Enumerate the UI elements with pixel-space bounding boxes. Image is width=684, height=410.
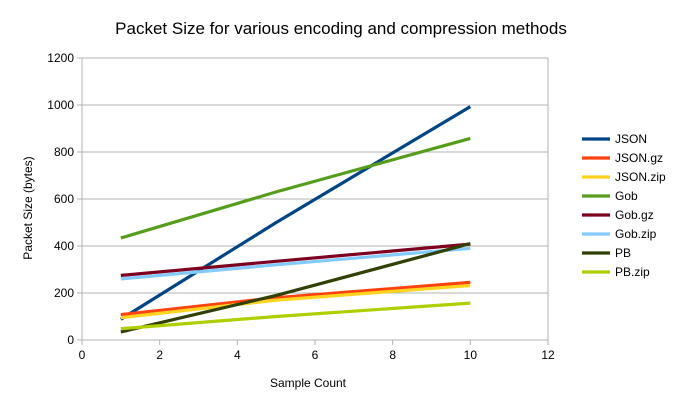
legend-label-json-zip: JSON.zip [615,170,666,184]
gridlines [82,57,548,341]
legend-label-gob-zip: Gob.zip [615,227,657,241]
series-line-gob [120,136,471,240]
legend-label-pb: PB [615,246,631,260]
x-tick-label: 2 [156,348,163,362]
x-tick-label: 4 [234,348,241,362]
series-line-json [119,105,472,321]
x-tick-label: 0 [79,348,86,362]
y-tick-label: 1200 [47,51,74,65]
y-tick-label: 600 [54,192,74,206]
tick-labels: 0 200 400 600 800 1000 1200 0 2 4 6 8 10 12 [47,51,555,362]
legend-label-gob: Gob [615,189,638,203]
axes [77,57,549,345]
series-line-json-gz [120,280,471,317]
legend-label-gob-gz: Gob.gz [615,208,654,222]
series-line-gob-gz [120,242,471,277]
legend-label-json: JSON [615,132,647,146]
x-tick-label: 6 [312,348,319,362]
chart-title: Packet Size for various encoding and com… [115,19,567,38]
legend-label-pb-zip: PB.zip [615,265,650,279]
series-line-gob-zip [120,246,471,281]
x-tick-label: 12 [541,348,555,362]
x-tick-label: 10 [464,348,478,362]
x-axis-title: Sample Count [270,376,347,390]
series-line-json-zip [120,283,471,320]
legend-label-json-gz: JSON.gz [615,151,663,165]
y-tick-label: 200 [54,286,74,300]
y-axis-title: Packet Size (bytes) [21,156,35,259]
series-line-pb-zip [120,301,471,331]
series-lines [119,105,472,334]
y-tick-label: 0 [67,333,74,347]
series-line-pb [120,242,471,334]
y-tick-label: 400 [54,239,74,253]
x-tick-label: 8 [389,348,396,362]
y-tick-label: 1000 [47,98,74,112]
legend: JSON JSON.gz JSON.zip Gob Gob.gz Gob.zip PB PB.… [582,132,666,279]
y-tick-label: 800 [54,145,74,159]
